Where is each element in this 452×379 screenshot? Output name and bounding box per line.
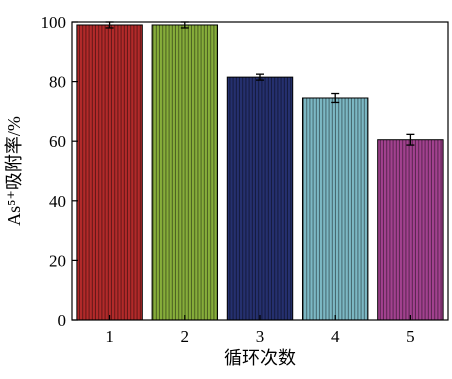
x-axis-label: 循环次数 (224, 348, 296, 368)
bar-cycle-5 (377, 139, 444, 321)
y-axis-label: As⁵⁺吸附率/% (4, 116, 24, 226)
y-tick-label: 80 (49, 73, 66, 92)
x-axis-ticks: 1 2 3 4 5 (105, 315, 415, 346)
x-tick-label: 4 (331, 327, 340, 346)
y-tick-label: 40 (49, 192, 66, 211)
x-tick-label: 2 (181, 327, 190, 346)
y-axis-ticks: 0 20 40 60 80 100 (41, 13, 78, 330)
bar-cycle-4 (301, 97, 369, 321)
error-bar-cycle-4 (331, 92, 340, 104)
bar-cycle-3 (226, 76, 294, 321)
bar-cycle-2 (151, 24, 219, 321)
y-tick-label: 20 (49, 251, 66, 270)
y-tick-label: 100 (41, 13, 67, 32)
y-tick-label: 0 (58, 311, 67, 330)
error-bar-cycle-3 (256, 73, 264, 81)
y-tick-label: 60 (49, 132, 66, 151)
x-tick-label: 1 (105, 327, 114, 346)
error-bar-cycle-5 (406, 133, 415, 146)
x-tick-label: 3 (256, 327, 265, 346)
x-tick-label: 5 (406, 327, 415, 346)
bar-cycle-1 (76, 24, 143, 321)
bars-layer (76, 24, 444, 321)
